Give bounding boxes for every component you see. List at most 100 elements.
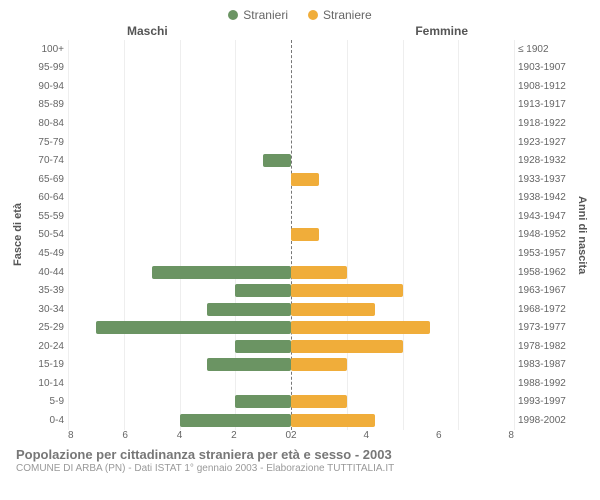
y-left-tick: 60-64 — [28, 189, 64, 208]
bar-female — [291, 321, 430, 334]
x-tick: 4 — [363, 430, 369, 441]
y-left-tick: 5-9 — [28, 393, 64, 412]
x-tick: 2 — [291, 430, 297, 441]
bar-male — [235, 284, 291, 297]
bar-row — [68, 77, 514, 96]
y-right-tick: 1978-1982 — [518, 337, 572, 356]
legend-label-male: Stranieri — [243, 8, 288, 22]
bar-row — [68, 263, 514, 282]
bar-row — [68, 318, 514, 337]
y-left-tick: 45-49 — [28, 244, 64, 263]
bar-row — [68, 281, 514, 300]
y-right-tick: 1983-1987 — [518, 356, 572, 375]
bar-male — [180, 414, 292, 427]
bar-row — [68, 207, 514, 226]
bar-row — [68, 356, 514, 375]
y-left-tick: 55-59 — [28, 207, 64, 226]
y-left-tick: 70-74 — [28, 151, 64, 170]
bar-row — [68, 226, 514, 245]
male-swatch — [228, 10, 238, 20]
chart-subtitle: COMUNE DI ARBA (PN) - Dati ISTAT 1° genn… — [16, 463, 588, 474]
footer: Popolazione per cittadinanza straniera p… — [12, 447, 588, 474]
bar-row — [68, 59, 514, 78]
y-right-tick: 1993-1997 — [518, 393, 572, 412]
bar-male — [263, 154, 291, 167]
y-left-tick: 0-4 — [28, 411, 64, 430]
bar-row — [68, 300, 514, 319]
female-swatch — [308, 10, 318, 20]
bar-female — [291, 358, 347, 371]
x-tick: 2 — [231, 430, 237, 441]
bar-female — [291, 266, 347, 279]
y-left-tick: 80-84 — [28, 114, 64, 133]
side-titles: Maschi Femmine — [12, 24, 588, 38]
y-left-tick: 75-79 — [28, 133, 64, 152]
y-right-tick: 1933-1937 — [518, 170, 572, 189]
bar-male — [235, 395, 291, 408]
bar-row — [68, 411, 514, 430]
plot-area: Fasce di età 100+95-9990-9485-8980-8475-… — [12, 40, 588, 430]
bar-row — [68, 337, 514, 356]
y-right-tick: 1903-1907 — [518, 59, 572, 78]
y-left-axis-label: Fasce di età — [12, 40, 28, 430]
y-left-tick: 95-99 — [28, 59, 64, 78]
y-left-tick: 10-14 — [28, 374, 64, 393]
side-title-left: Maschi — [127, 24, 168, 38]
bar-row — [68, 374, 514, 393]
legend-label-female: Straniere — [323, 8, 372, 22]
y-left-tick: 50-54 — [28, 226, 64, 245]
legend-item-male: Stranieri — [228, 8, 288, 22]
bar-row — [68, 244, 514, 263]
y-right-ticks: ≤ 19021903-19071908-19121913-19171918-19… — [514, 40, 572, 430]
bar-male — [152, 266, 291, 279]
y-right-tick: 1928-1932 — [518, 151, 572, 170]
bar-female — [291, 395, 347, 408]
y-left-tick: 85-89 — [28, 96, 64, 115]
y-right-tick: 1923-1927 — [518, 133, 572, 152]
y-right-tick: 1998-2002 — [518, 411, 572, 430]
y-right-tick: 1968-1972 — [518, 300, 572, 319]
legend: Stranieri Straniere — [12, 8, 588, 22]
bar-male — [207, 303, 291, 316]
bar-row — [68, 151, 514, 170]
y-right-tick: 1973-1977 — [518, 318, 572, 337]
x-tick: 6 — [436, 430, 442, 441]
y-left-tick: 90-94 — [28, 77, 64, 96]
bar-female — [291, 414, 375, 427]
bar-row — [68, 40, 514, 59]
y-left-tick: 20-24 — [28, 337, 64, 356]
y-right-tick: 1988-1992 — [518, 374, 572, 393]
bar-male — [96, 321, 291, 334]
bar-row — [68, 96, 514, 115]
x-tick: 8 — [68, 430, 74, 441]
y-left-tick: 100+ — [28, 40, 64, 59]
y-left-tick: 65-69 — [28, 170, 64, 189]
bar-male — [235, 340, 291, 353]
bar-female — [291, 228, 319, 241]
side-title-right: Femmine — [415, 24, 468, 38]
y-right-tick: 1958-1962 — [518, 263, 572, 282]
y-left-tick: 35-39 — [28, 281, 64, 300]
y-right-tick: 1943-1947 — [518, 207, 572, 226]
x-tick: 4 — [177, 430, 183, 441]
bar-row — [68, 114, 514, 133]
y-right-tick: 1938-1942 — [518, 189, 572, 208]
bars-area — [68, 40, 514, 430]
chart-title: Popolazione per cittadinanza straniera p… — [16, 447, 588, 462]
bar-row — [68, 189, 514, 208]
y-left-tick: 40-44 — [28, 263, 64, 282]
y-left-tick: 25-29 — [28, 318, 64, 337]
y-right-tick: ≤ 1902 — [518, 40, 572, 59]
y-left-tick: 30-34 — [28, 300, 64, 319]
x-ticks-right: 2468 — [291, 430, 514, 441]
bar-row — [68, 133, 514, 152]
y-left-ticks: 100+95-9990-9485-8980-8475-7970-7465-696… — [28, 40, 68, 430]
bar-row — [68, 393, 514, 412]
x-ticks-left: 86420 — [68, 430, 291, 441]
bar-female — [291, 284, 403, 297]
bar-female — [291, 173, 319, 186]
bar-row — [68, 170, 514, 189]
y-right-tick: 1948-1952 — [518, 226, 572, 245]
bar-male — [207, 358, 291, 371]
y-right-tick: 1918-1922 — [518, 114, 572, 133]
